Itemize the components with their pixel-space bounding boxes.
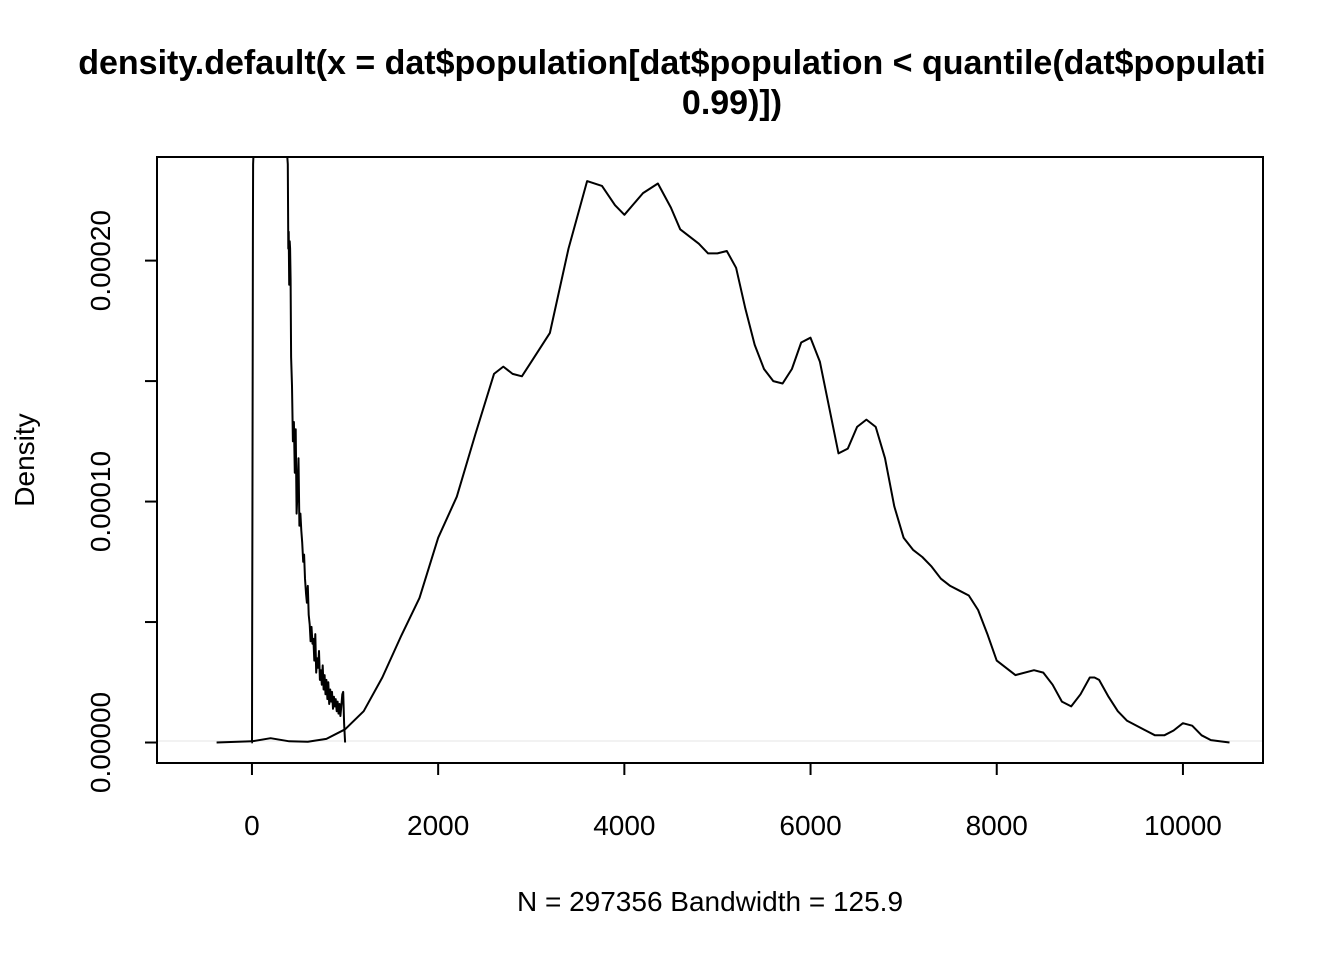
- y-axis: 0.00000 0.00010 0.00020: [85, 210, 158, 793]
- density-curve-2: [251, 156, 347, 744]
- x-tick-label: 8000: [966, 810, 1028, 841]
- x-axis-label: N = 297356 Bandwidth = 125.9: [517, 886, 903, 917]
- x-tick-label: 0: [244, 810, 260, 841]
- y-tick-label: 0.00010: [85, 451, 116, 552]
- x-tick-label: 2000: [407, 810, 469, 841]
- y-tick-label: 0.00000: [85, 692, 116, 793]
- x-tick-label: 10000: [1144, 810, 1222, 841]
- chart-title-line2: 0.99)]): [682, 84, 782, 122]
- x-tick-label: 4000: [593, 810, 655, 841]
- x-tick-label: 6000: [779, 810, 841, 841]
- y-axis-label: Density: [9, 413, 40, 506]
- series-layer: [216, 156, 1230, 744]
- density-curve-1: [216, 180, 1230, 744]
- x-axis: 0 2000 4000 6000 8000 10000: [244, 762, 1222, 841]
- y-tick-label: 0.00020: [85, 210, 116, 311]
- chart-title-line1: density.default(x = dat$population[dat$p…: [78, 44, 1266, 82]
